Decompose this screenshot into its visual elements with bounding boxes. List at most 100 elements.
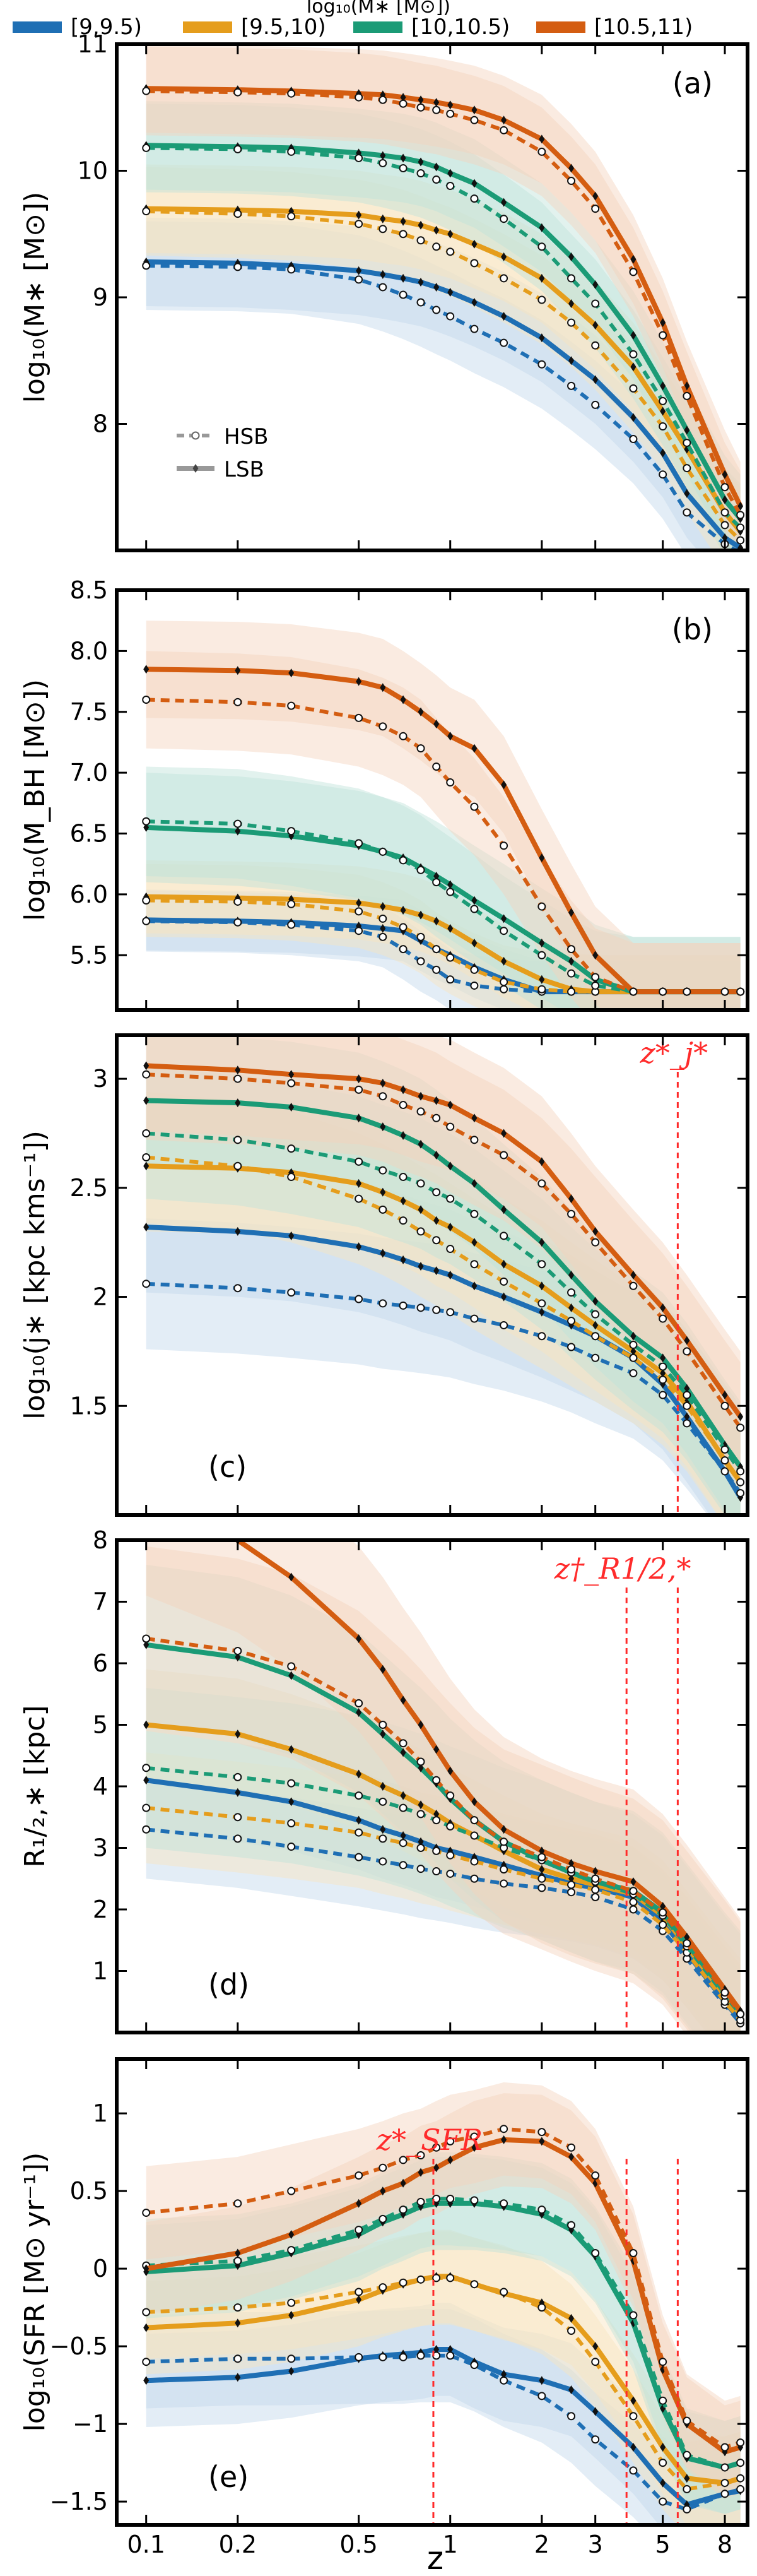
point-2-4-6 [418,1139,424,1149]
ytick-3-5: 6 [93,1649,108,1677]
point-4-6-0 [143,2264,150,2274]
point-3-2-11 [539,1865,545,1874]
point-3-7-1 [233,1647,242,1655]
point-4-7-18 [736,2438,745,2447]
point-3-0-5 [400,1831,406,1840]
point-1-5-13 [591,981,600,990]
point-2-4-11 [539,1238,545,1247]
point-3-6-3 [356,1634,362,1643]
point-1-7-12 [567,945,576,954]
point-0-5-15 [659,396,667,405]
point-1-4-10 [501,914,507,923]
point-4-0-8 [447,2345,454,2354]
point-0-6-10 [501,116,507,125]
point-0-1-15 [659,470,667,479]
point-0-7-0 [142,86,151,95]
point-4-1-4 [378,2353,387,2361]
point-3-1-13 [591,1893,600,1901]
point-3-4-3 [356,1708,362,1717]
ytick-2-2: 2.5 [70,1174,108,1202]
point-0-7-16 [683,391,691,400]
point-4-7-7 [432,2143,441,2152]
point-3-7-8 [446,1791,455,1800]
point-3-1-12 [567,1888,576,1897]
point-2-6-13 [592,1226,599,1236]
point-4-6-11 [539,2137,545,2146]
ytick-1-6: 8.5 [70,576,108,604]
point-2-4-15 [660,1353,666,1363]
point-4-3-5 [399,2278,408,2287]
point-2-4-7 [433,1151,440,1160]
point-2-2-10 [501,1259,507,1269]
point-2-5-18 [736,1467,745,1476]
point-4-0-2 [288,2366,295,2376]
point-4-3-2 [287,2298,296,2307]
point-3-6-8 [447,1766,454,1776]
band-0-0 [146,217,741,550]
point-4-3-17 [720,2479,729,2488]
point-2-5-12 [567,1288,576,1297]
point-2-5-10 [500,1232,508,1240]
point-1-5-7 [432,878,441,887]
point-4-5-5 [399,2205,408,2214]
panel-label-4: (e) [208,2460,249,2494]
point-3-0-3 [356,1815,362,1825]
point-0-1-11 [537,360,546,369]
point-0-5-1 [233,145,242,153]
point-4-5-7 [432,2194,441,2203]
point-3-5-4 [378,1797,387,1806]
point-4-0-7 [433,2345,440,2354]
point-0-0-16 [684,489,690,498]
point-3-1-1 [233,1834,242,1843]
point-1-7-4 [378,722,387,731]
point-4-0-12 [568,2385,575,2394]
point-0-0-4 [380,270,386,279]
point-0-2-6 [418,220,424,230]
point-3-2-0 [143,1720,150,1730]
point-1-3-11 [537,985,546,994]
panel-c: z*_j* 1.5 2 2.5 3 (c) log₁₀(j∗ [kpc kms⁻¹]) [19,1033,749,1517]
point-3-1-0 [142,1825,151,1834]
point-2-4-0 [143,1096,150,1105]
point-3-6-5 [400,1695,406,1705]
legend-label-3: [10.5,11) [594,15,693,40]
point-2-1-0 [142,1279,151,1288]
point-4-5-16 [683,2450,691,2459]
point-4-3-10 [500,2288,508,2296]
point-1-2-7 [433,917,440,926]
point-3-0-2 [288,1797,295,1807]
point-1-2-6 [418,910,424,920]
point-0-1-16 [683,508,691,517]
legend-title: log₁₀(M∗ [M⊙]) [307,0,450,18]
point-2-2-9 [471,1238,478,1247]
point-2-1-10 [500,1321,508,1329]
point-4-2-3 [356,2295,362,2305]
point-3-7-5 [399,1739,408,1748]
point-1-5-0 [142,817,151,826]
point-3-7-16 [683,1939,691,1948]
point-2-3-13 [591,1332,600,1341]
point-0-2-3 [356,210,362,220]
point-0-3-7 [432,242,441,251]
point-1-6-1 [235,666,241,675]
point-0-4-17 [722,495,728,504]
point-0-0-17 [722,533,728,542]
point-2-1-15 [659,1391,667,1399]
point-0-4-12 [568,252,575,261]
point-1-4-0 [143,822,150,832]
point-2-0-0 [143,1223,150,1232]
point-3-6-14 [630,1877,637,1887]
point-1-7-13 [591,973,600,982]
point-1-5-12 [567,969,576,978]
point-4-6-9 [471,2143,478,2152]
point-0-2-8 [447,229,454,239]
point-0-2-4 [380,214,386,223]
point-2-1-18 [736,1488,745,1497]
band-3-5 [146,1688,741,2033]
point-0-2-12 [568,299,575,309]
point-2-2-4 [380,1187,386,1197]
style-legend-hsb: HSB [224,424,268,449]
point-4-6-7 [433,2163,440,2173]
point-4-6-2 [288,2229,295,2239]
point-2-1-17 [720,1467,729,1476]
